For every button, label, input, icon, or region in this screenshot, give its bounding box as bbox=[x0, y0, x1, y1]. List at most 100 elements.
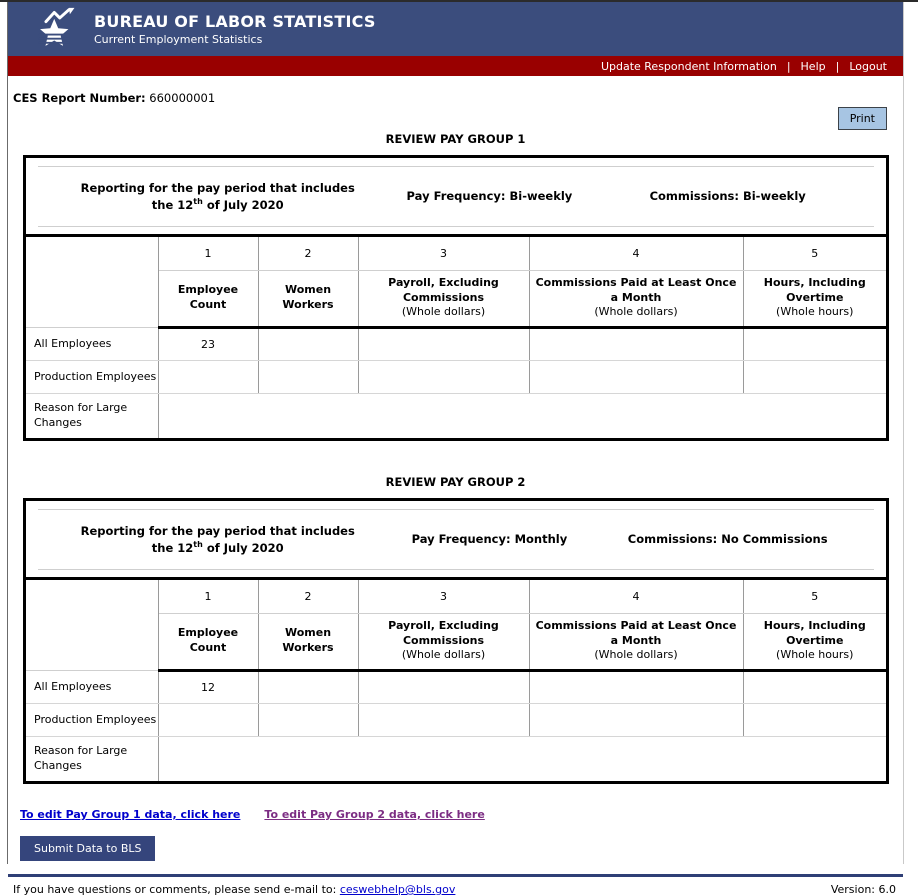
pay-group-2-table: Reporting for the pay period that includ… bbox=[23, 498, 889, 785]
column-number: 5 bbox=[743, 237, 886, 271]
pay-group-2-grid: 1 2 3 4 5 Employee Count Women Workers P… bbox=[26, 580, 886, 782]
cell-women-workers bbox=[258, 670, 359, 704]
column-number: 3 bbox=[358, 237, 530, 271]
version-label: Version: 6.0 bbox=[830, 883, 896, 896]
column-header-payroll: Payroll, Excluding Commissions (Whole dol… bbox=[358, 613, 530, 672]
column-number-row: 1 2 3 4 5 bbox=[26, 237, 886, 328]
row-label: Production Employees bbox=[26, 360, 159, 394]
pay-group-1-grid: 1 2 3 4 5 Employee Count Women Workers P… bbox=[26, 237, 886, 439]
cell-payroll bbox=[358, 327, 530, 361]
ces-report-number: CES Report Number: 660000001 bbox=[13, 91, 903, 105]
page-top-border bbox=[0, 0, 918, 2]
pay-group-1-title: REVIEW PAY GROUP 1 bbox=[385, 132, 526, 146]
column-number: 3 bbox=[358, 580, 530, 614]
column-number: 4 bbox=[529, 237, 744, 271]
pay-group-2-period-band: Reporting for the pay period that includ… bbox=[26, 501, 886, 581]
column-number: 5 bbox=[743, 580, 886, 614]
column-header-row: Employee Count Women Workers Payroll, Ex… bbox=[26, 270, 886, 329]
column-number: 4 bbox=[529, 580, 744, 614]
cell-reason-for-large-changes bbox=[158, 393, 886, 438]
row-label: Reason for Large Changes bbox=[26, 736, 159, 782]
row-label: Production Employees bbox=[26, 703, 159, 737]
ces-report-number-label: CES Report Number: bbox=[13, 91, 146, 105]
row-label: All Employees bbox=[26, 327, 159, 361]
reporting-period: Reporting for the pay period that includ… bbox=[80, 181, 355, 212]
pay-group-1-table: Reporting for the pay period that includ… bbox=[23, 155, 889, 442]
cell-commissions bbox=[529, 360, 744, 394]
row-label: Reason for Large Changes bbox=[26, 393, 159, 439]
cell-employee-count: 12 bbox=[158, 670, 259, 704]
print-button[interactable]: Print bbox=[837, 107, 887, 130]
column-number-row: 1 2 3 4 5 bbox=[26, 580, 886, 671]
edit-links-row: To edit Pay Group 1 data, click here To … bbox=[20, 808, 903, 821]
bls-banner: BUREAU OF LABOR STATISTICS Current Emplo… bbox=[8, 2, 903, 56]
cell-hours bbox=[743, 670, 886, 704]
ces-report-number-value: 660000001 bbox=[149, 91, 216, 105]
table-row-production-employees: Production Employees bbox=[26, 360, 886, 394]
bls-star-logo bbox=[38, 7, 75, 46]
nav-separator: | bbox=[835, 59, 840, 73]
program-subtitle: Current Employment Statistics bbox=[94, 33, 263, 46]
cell-hours bbox=[743, 703, 886, 737]
table-row-reason-for-large-changes: Reason for Large Changes bbox=[26, 736, 886, 782]
edit-pay-group-1-link[interactable]: To edit Pay Group 1 data, click here bbox=[20, 808, 241, 822]
table-row-all-employees: All Employees 12 bbox=[26, 670, 886, 704]
column-header-row: Employee Count Women Workers Payroll, Ex… bbox=[26, 613, 886, 672]
column-header-payroll: Payroll, Excluding Commissions (Whole dol… bbox=[358, 270, 530, 329]
cell-payroll bbox=[358, 703, 530, 737]
top-nav-bar: Update Respondent Information | Help | L… bbox=[8, 56, 903, 76]
cell-women-workers bbox=[258, 703, 359, 737]
cell-employee-count: 23 bbox=[158, 327, 259, 361]
column-number: 2 bbox=[258, 580, 359, 614]
commissions-frequency: Commissions: Bi-weekly bbox=[649, 189, 806, 204]
column-number: 1 bbox=[158, 580, 259, 614]
edit-pay-group-2-link[interactable]: To edit Pay Group 2 data, click here bbox=[264, 808, 485, 822]
pay-frequency: Pay Frequency: Bi-weekly bbox=[406, 189, 573, 204]
column-header-employee-count: Employee Count bbox=[158, 613, 259, 672]
submit-data-button[interactable]: Submit Data to BLS bbox=[20, 836, 156, 862]
nav-update-respondent-info[interactable]: Update Respondent Information bbox=[600, 59, 777, 73]
column-header-commissions: Commissions Paid at Least Once a Month (W… bbox=[529, 270, 744, 329]
column-header-women-workers: Women Workers bbox=[258, 270, 359, 329]
corner-cell bbox=[26, 580, 159, 671]
footer-help-text: If you have questions or comments, pleas… bbox=[13, 883, 456, 896]
reporting-period: Reporting for the pay period that includ… bbox=[80, 524, 355, 555]
cell-reason-for-large-changes bbox=[158, 736, 886, 781]
agency-title: BUREAU OF LABOR STATISTICS bbox=[94, 12, 376, 31]
cell-payroll bbox=[358, 360, 530, 394]
corner-cell bbox=[26, 237, 159, 328]
column-number: 2 bbox=[258, 237, 359, 271]
banner-text: BUREAU OF LABOR STATISTICS Current Emplo… bbox=[94, 12, 376, 46]
page-footer: If you have questions or comments, pleas… bbox=[8, 874, 903, 896]
page-frame: BUREAU OF LABOR STATISTICS Current Emplo… bbox=[7, 2, 904, 896]
column-header-commissions: Commissions Paid at Least Once a Month (W… bbox=[529, 613, 744, 672]
column-header-women-workers: Women Workers bbox=[258, 613, 359, 672]
nav-separator: | bbox=[786, 59, 791, 73]
column-header-hours: Hours, Including Overtime (Whole hours) bbox=[743, 270, 886, 329]
pay-group-2-title: REVIEW PAY GROUP 2 bbox=[385, 475, 526, 490]
row-label: All Employees bbox=[26, 670, 159, 704]
cell-women-workers bbox=[258, 327, 359, 361]
column-header-hours: Hours, Including Overtime (Whole hours) bbox=[743, 613, 886, 672]
cell-hours bbox=[743, 327, 886, 361]
nav-help[interactable]: Help bbox=[800, 59, 826, 73]
column-number: 1 bbox=[158, 237, 259, 271]
pay-frequency: Pay Frequency: Monthly bbox=[411, 532, 568, 547]
help-email-link[interactable]: ceswebhelp@bls.gov bbox=[339, 883, 456, 896]
table-row-production-employees: Production Employees bbox=[26, 703, 886, 737]
table-row-reason-for-large-changes: Reason for Large Changes bbox=[26, 393, 886, 439]
commissions-frequency: Commissions: No Commissions bbox=[627, 532, 828, 547]
table-row-all-employees: All Employees 23 bbox=[26, 327, 886, 361]
print-row: Print bbox=[8, 107, 903, 130]
cell-hours bbox=[743, 360, 886, 394]
cell-commissions bbox=[529, 670, 744, 704]
cell-employee-count bbox=[158, 360, 259, 394]
cell-commissions bbox=[529, 703, 744, 737]
nav-logout[interactable]: Logout bbox=[849, 59, 887, 73]
cell-employee-count bbox=[158, 703, 259, 737]
cell-women-workers bbox=[258, 360, 359, 394]
cell-commissions bbox=[529, 327, 744, 361]
pay-group-1-period-band: Reporting for the pay period that includ… bbox=[26, 158, 886, 238]
column-header-employee-count: Employee Count bbox=[158, 270, 259, 329]
cell-payroll bbox=[358, 670, 530, 704]
